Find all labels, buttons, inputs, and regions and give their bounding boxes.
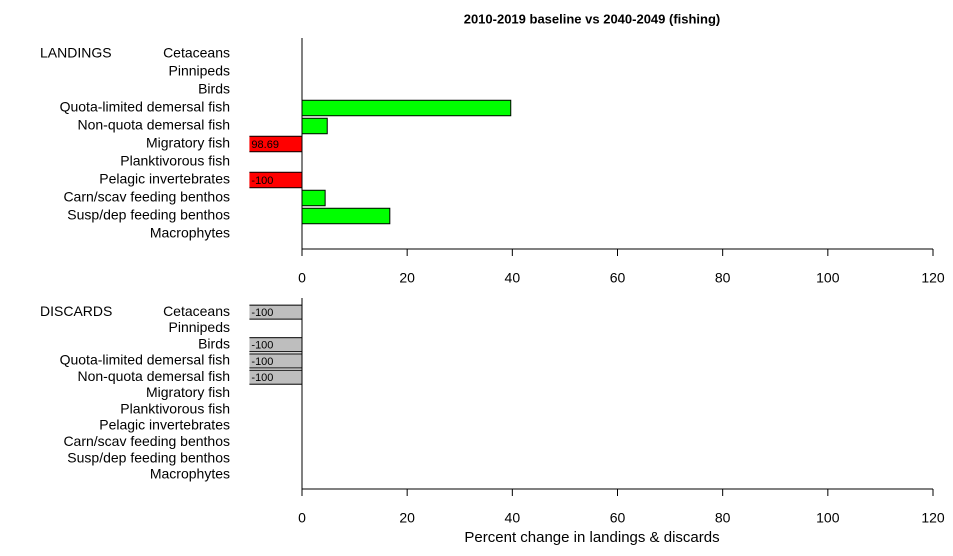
x-tick-label: 60 xyxy=(610,270,626,286)
value-label: 98.69 xyxy=(251,139,279,151)
x-axis-label: Percent change in landings & discards xyxy=(464,529,719,546)
category-label: Carn/scav feeding benthos xyxy=(63,189,230,205)
bar xyxy=(301,189,326,207)
x-tick-label: 80 xyxy=(715,270,731,286)
category-label: Migratory fish xyxy=(146,384,230,400)
value-label: -100 xyxy=(251,175,273,187)
category-label: Cetaceans xyxy=(163,303,230,319)
category-label: Planktivorous fish xyxy=(120,400,230,416)
category-label: Susp/dep feeding benthos xyxy=(67,207,230,223)
category-label: Planktivorous fish xyxy=(120,153,230,169)
x-tick-label: 120 xyxy=(921,270,945,286)
x-tick-label: 100 xyxy=(816,270,840,286)
plot-area xyxy=(249,99,512,225)
x-tick-label: 60 xyxy=(610,510,626,526)
x-tick-label: 80 xyxy=(715,510,731,526)
value-label: -100 xyxy=(251,340,273,352)
category-label: Non-quota demersal fish xyxy=(77,117,230,133)
category-label: Carn/scav feeding benthos xyxy=(63,433,230,449)
value-label: -100 xyxy=(251,356,273,368)
category-label: Migratory fish xyxy=(146,135,230,151)
category-label: Quota-limited demersal fish xyxy=(60,99,230,115)
category-label: Birds xyxy=(198,335,230,351)
category-label: Quota-limited demersal fish xyxy=(60,352,230,368)
x-tick-label: 120 xyxy=(921,510,945,526)
chart-title: 2010-2019 baseline vs 2040-2049 (fishing… xyxy=(464,11,721,26)
x-tick-label: 20 xyxy=(399,510,415,526)
x-tick-label: 0 xyxy=(298,510,306,526)
bar xyxy=(301,99,512,117)
category-label: Birds xyxy=(198,81,230,97)
category-label: Macrophytes xyxy=(150,225,230,241)
x-tick-label: 0 xyxy=(298,270,306,286)
bar xyxy=(301,207,391,225)
category-label: Pelagic invertebrates xyxy=(99,171,230,187)
panel-label: LANDINGS xyxy=(40,45,112,61)
category-label: Macrophytes xyxy=(150,466,230,482)
category-label: Pelagic invertebrates xyxy=(99,417,230,433)
category-label: Non-quota demersal fish xyxy=(77,368,230,384)
category-label: Pinnipeds xyxy=(169,63,231,79)
x-tick-label: 40 xyxy=(505,510,521,526)
bar xyxy=(301,117,328,135)
x-tick-label: 100 xyxy=(816,510,840,526)
category-label: Susp/dep feeding benthos xyxy=(67,449,230,465)
x-tick-label: 20 xyxy=(399,270,415,286)
value-label: -100 xyxy=(251,372,273,384)
category-label: Pinnipeds xyxy=(169,319,231,335)
category-label: Cetaceans xyxy=(163,45,230,61)
value-label: -100 xyxy=(251,307,273,319)
x-tick-label: 40 xyxy=(505,270,521,286)
panel-label: DISCARDS xyxy=(40,303,112,319)
